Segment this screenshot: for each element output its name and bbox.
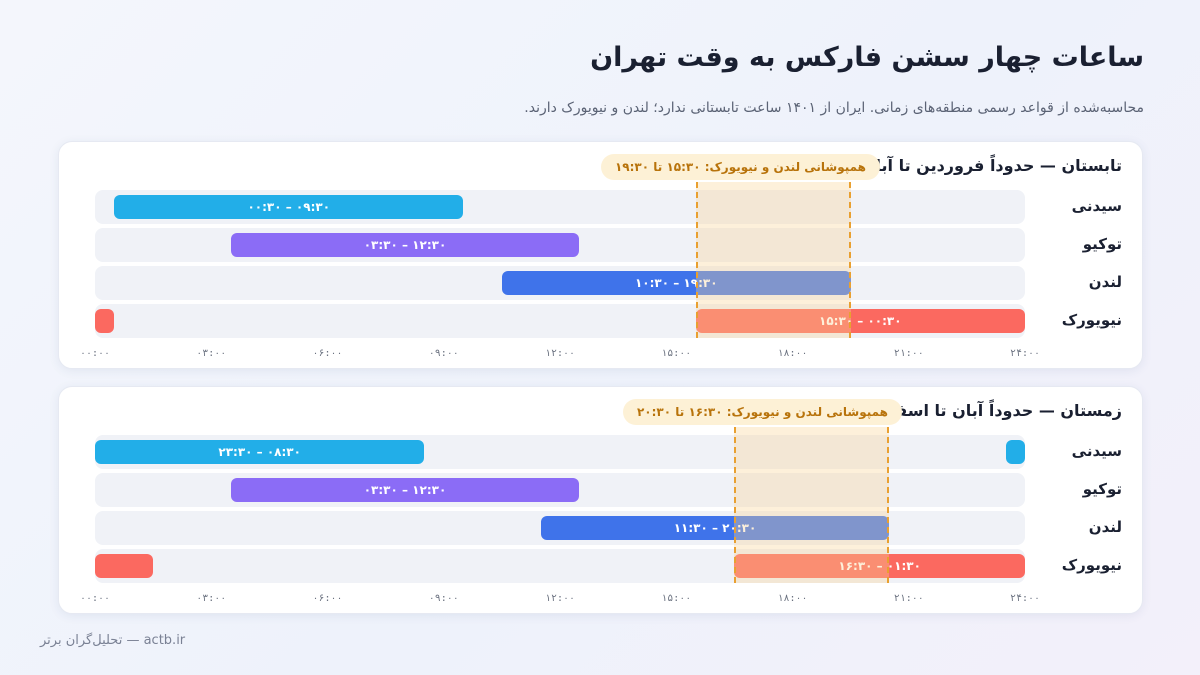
footer-credit: actb.ir — تحلیل‌گران برتر: [40, 633, 186, 648]
summer-chart-title: تابستان — حدوداً فروردین تا آبان: [861, 156, 1122, 175]
overlap-zone: [695, 182, 851, 338]
x-tick-label: ۱۸:۰۰: [777, 348, 808, 359]
bar-tokyo-0: [230, 478, 580, 502]
bar-london-0: [501, 271, 851, 295]
bar-label-newyork: ۱۶:۳۰ – ۰۱:۳۰: [838, 559, 921, 573]
x-tick-label: ۰۰:۰۰: [79, 348, 111, 359]
x-tick-label: ۰۳:۰۰: [196, 348, 227, 359]
row-label-sydney: سیدنی: [1071, 442, 1122, 460]
x-tick-label: ۱۲:۰۰: [544, 348, 576, 359]
bar-newyork-1: [695, 309, 1025, 333]
page-title: ساعات چهار سشن فارکس به وقت تهران: [590, 42, 1144, 73]
bar-newyork-0: [95, 309, 115, 333]
row-label-sydney: سیدنی: [1071, 197, 1122, 215]
row-label-newyork: نیویورک: [1061, 311, 1122, 329]
x-tick-label: ۱۵:۰۰: [661, 348, 692, 359]
row-label-tokyo: توکیو: [1082, 480, 1122, 498]
x-tick-label: ۰۹:۰۰: [428, 593, 459, 604]
winter-chart-card: زمستان — حدوداً آبان تا اسفند همپوشانی ل…: [58, 386, 1143, 614]
row-label-newyork: نیویورک: [1061, 556, 1122, 574]
winter-overlap-badge: همپوشانی لندن و نیویورک: ۱۶:۳۰ تا ۲۰:۳۰: [622, 399, 902, 425]
bar-sydney-0: [95, 440, 425, 464]
row-label-london: لندن: [1088, 518, 1122, 536]
x-tick-label: ۲۴:۰۰: [1009, 593, 1041, 604]
bar-label-sydney: ۲۳:۳۰ – ۰۸:۳۰: [218, 445, 301, 459]
summer-overlap-badge: همپوشانی لندن و نیویورک: ۱۵:۳۰ تا ۱۹:۳۰: [600, 154, 880, 180]
page-subtitle: محاسبه‌شده از قواعد رسمی منطقه‌های زمانی…: [524, 100, 1144, 116]
x-tick-label: ۲۴:۰۰: [1009, 348, 1041, 359]
bar-label-tokyo: ۰۳:۳۰ – ۱۲:۳۰: [363, 238, 447, 252]
row-label-tokyo: توکیو: [1082, 235, 1122, 253]
x-tick-label: ۱۸:۰۰: [777, 593, 808, 604]
bar-tokyo-0: [230, 233, 580, 257]
overlap-zone: [734, 427, 890, 583]
x-tick-label: ۰۹:۰۰: [428, 348, 459, 359]
bar-sydney-1: [1005, 440, 1025, 464]
bar-newyork-1: [734, 554, 1025, 578]
bar-label-tokyo: ۰۳:۳۰ – ۱۲:۳۰: [363, 483, 447, 497]
x-tick-label: ۰۶:۰۰: [312, 348, 343, 359]
summer-chart-card: تابستان — حدوداً فروردین تا آبان همپوشان…: [58, 141, 1143, 369]
x-tick-label: ۲۱:۰۰: [893, 348, 924, 359]
bar-london-0: [540, 516, 890, 540]
bar-label-sydney: ۰۰:۳۰ – ۰۹:۳۰: [247, 200, 331, 214]
row-label-london: لندن: [1088, 273, 1122, 291]
x-tick-label: ۱۵:۰۰: [661, 593, 692, 604]
x-tick-label: ۰۰:۰۰: [79, 593, 111, 604]
x-tick-label: ۰۶:۰۰: [312, 593, 343, 604]
bar-sydney-0: [114, 195, 464, 219]
bar-newyork-0: [95, 554, 154, 578]
bar-label-newyork: ۱۵:۳۰ – ۰۰:۳۰: [819, 314, 902, 328]
winter-chart-title: زمستان — حدوداً آبان تا اسفند: [880, 401, 1122, 420]
x-tick-label: ۰۳:۰۰: [196, 593, 227, 604]
x-tick-label: ۲۱:۰۰: [893, 593, 924, 604]
x-tick-label: ۱۲:۰۰: [544, 593, 576, 604]
